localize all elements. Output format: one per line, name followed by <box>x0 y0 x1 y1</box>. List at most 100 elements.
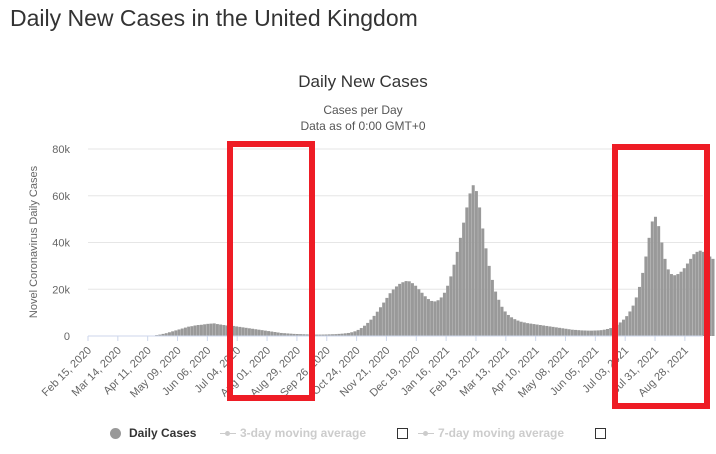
bar <box>609 328 613 336</box>
bar <box>267 331 271 336</box>
bar <box>299 334 303 336</box>
bar <box>420 292 424 336</box>
legend-item-7-day-average[interactable]: 7-day moving average <box>418 426 564 440</box>
bar <box>212 323 216 336</box>
bar <box>286 333 290 336</box>
bar <box>618 322 622 336</box>
grid-lines <box>88 148 703 290</box>
bar <box>692 254 696 336</box>
bar <box>641 272 645 336</box>
bar <box>663 258 667 336</box>
bar <box>430 300 434 336</box>
bar <box>602 329 606 336</box>
bar <box>347 332 351 336</box>
bar <box>516 320 520 336</box>
y-tick-label: 0 <box>64 331 70 343</box>
bar <box>529 323 533 336</box>
bar <box>561 328 565 336</box>
bar <box>289 333 293 336</box>
bar <box>324 334 328 336</box>
bar <box>458 237 462 336</box>
bar <box>599 330 603 336</box>
bar <box>510 317 514 336</box>
bar <box>695 251 699 336</box>
highlight-box <box>612 144 710 409</box>
bar <box>625 316 629 336</box>
bar <box>276 332 280 336</box>
bar <box>375 311 379 336</box>
bar <box>621 319 625 336</box>
bar <box>362 325 366 336</box>
bar <box>679 271 683 336</box>
bar <box>327 334 331 336</box>
y-tick-label: 20k <box>52 284 70 296</box>
bar <box>260 330 264 336</box>
chart-title: Daily New Cases <box>298 72 427 91</box>
bar <box>631 305 635 336</box>
bar <box>247 328 251 336</box>
bar <box>669 274 673 336</box>
bar <box>558 327 562 336</box>
legend: Daily Cases 3-day moving average 7-day m… <box>0 424 716 444</box>
checkbox-3-day-average[interactable] <box>397 428 408 439</box>
bar <box>321 334 325 336</box>
bar <box>433 301 437 336</box>
legend-label-7-day-average: 7-day moving average <box>438 426 565 440</box>
legend-item-3-day-average[interactable]: 3-day moving average <box>220 426 366 440</box>
checkbox-7-day-average[interactable] <box>595 428 606 439</box>
bar <box>315 334 319 336</box>
bar <box>542 325 546 336</box>
legend-label-3-day-average: 3-day moving average <box>240 426 367 440</box>
bar <box>334 334 338 336</box>
highlight-box <box>227 141 315 401</box>
bar <box>711 258 715 336</box>
bar <box>653 216 657 336</box>
bar <box>331 334 335 336</box>
bar <box>554 327 558 336</box>
bar <box>369 319 373 336</box>
bar <box>471 185 475 336</box>
line-marker-icon <box>418 428 434 439</box>
bar <box>359 328 363 336</box>
bar <box>190 326 194 336</box>
bar <box>634 297 638 336</box>
bar <box>196 325 200 336</box>
bar <box>391 289 395 336</box>
y-tick-label: 60k <box>52 191 70 203</box>
legend-item-daily-cases[interactable]: Daily Cases <box>110 426 196 440</box>
bar <box>171 331 175 336</box>
bar <box>673 275 677 336</box>
bar <box>513 319 517 336</box>
line-marker-icon <box>220 428 236 439</box>
bar <box>382 302 386 336</box>
bar <box>545 325 549 336</box>
bar <box>426 299 430 336</box>
bar <box>446 285 450 336</box>
bar <box>436 300 440 336</box>
bar <box>295 334 299 336</box>
bar <box>167 332 171 336</box>
bar <box>353 331 357 336</box>
bar <box>180 328 184 336</box>
bar <box>340 333 344 336</box>
bar <box>439 297 443 336</box>
bar <box>526 323 530 336</box>
bar <box>593 330 597 336</box>
bar <box>423 296 427 336</box>
bar <box>497 299 501 336</box>
bar <box>417 289 421 336</box>
bar <box>455 251 459 336</box>
bar <box>187 326 191 336</box>
bar <box>487 265 491 336</box>
bar <box>372 315 376 336</box>
bar <box>241 327 245 336</box>
bar <box>305 334 309 336</box>
bar <box>337 333 341 336</box>
bar <box>698 250 702 336</box>
bar <box>398 283 402 336</box>
highlight-annotations <box>227 141 710 409</box>
bar <box>474 191 478 336</box>
chart-subtitle-date: Data as of 0:00 GMT+0 <box>300 119 425 133</box>
bar <box>177 329 181 336</box>
